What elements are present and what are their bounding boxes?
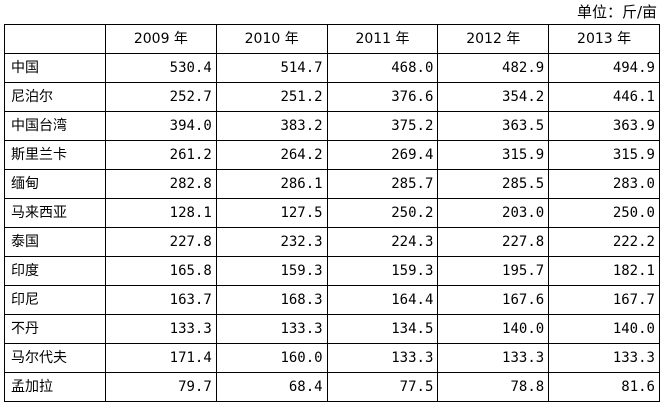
table-row: 尼泊尔 252.7 251.2 376.6 354.2 446.1 xyxy=(4,82,660,112)
table-cell: 394.0 xyxy=(105,111,217,141)
table-cell: 159.3 xyxy=(326,256,439,286)
table-cell: 286.1 xyxy=(215,169,328,199)
table-cell: 160.0 xyxy=(215,343,328,373)
table-cell: 159.3 xyxy=(215,256,328,286)
corner-cell xyxy=(4,24,106,54)
table-row: 缅甸 282.8 286.1 285.7 285.5 283.0 xyxy=(4,169,660,199)
table-cell: 261.2 xyxy=(105,140,217,170)
table-cell: 354.2 xyxy=(437,82,550,112)
table-cell: 250.2 xyxy=(326,198,439,228)
table-cell: 133.3 xyxy=(105,314,217,344)
table-cell: 133.3 xyxy=(548,343,660,373)
row-label: 印度 xyxy=(4,256,106,286)
table-cell: 315.9 xyxy=(548,140,660,170)
row-label: 斯里兰卡 xyxy=(4,140,106,170)
table-cell: 81.6 xyxy=(548,372,660,402)
table-cell: 251.2 xyxy=(215,82,328,112)
table-cell: 165.8 xyxy=(105,256,217,286)
table-row: 印度 165.8 159.3 159.3 195.7 182.1 xyxy=(4,256,660,286)
table-cell: 285.7 xyxy=(326,169,439,199)
table-cell: 164.4 xyxy=(326,285,439,315)
table-cell: 285.5 xyxy=(437,169,550,199)
table-cell: 446.1 xyxy=(548,82,660,112)
column-header: 2012 年 xyxy=(437,24,550,54)
table-row: 印尼 163.7 168.3 164.4 167.6 167.7 xyxy=(4,285,660,315)
table-cell: 530.4 xyxy=(105,53,217,83)
table-cell: 171.4 xyxy=(105,343,217,373)
row-label: 尼泊尔 xyxy=(4,82,106,112)
column-header: 2011 年 xyxy=(326,24,439,54)
table-cell: 163.7 xyxy=(105,285,217,315)
table-cell: 224.3 xyxy=(326,227,439,257)
table-cell: 134.5 xyxy=(326,314,439,344)
row-label: 马来西亚 xyxy=(4,198,106,228)
header-row: 2009 年 2010 年 2011 年 2012 年 2013 年 xyxy=(4,24,660,54)
table-cell: 77.5 xyxy=(326,372,439,402)
row-label: 孟加拉 xyxy=(4,372,106,402)
table-cell: 222.2 xyxy=(548,227,660,257)
table-cell: 514.7 xyxy=(215,53,328,83)
table-cell: 363.9 xyxy=(548,111,660,141)
table-cell: 468.0 xyxy=(326,53,439,83)
table-cell: 195.7 xyxy=(437,256,550,286)
table-cell: 133.3 xyxy=(326,343,439,373)
table-cell: 482.9 xyxy=(437,53,550,83)
table-row: 斯里兰卡 261.2 264.2 269.4 315.9 315.9 xyxy=(4,140,660,170)
table-cell: 128.1 xyxy=(105,198,217,228)
row-label: 马尔代夫 xyxy=(4,343,106,373)
table-row: 不丹 133.3 133.3 134.5 140.0 140.0 xyxy=(4,314,660,344)
table-cell: 250.0 xyxy=(548,198,660,228)
table-cell: 133.3 xyxy=(437,343,550,373)
table-row: 马来西亚 128.1 127.5 250.2 203.0 250.0 xyxy=(4,198,660,228)
table-cell: 227.8 xyxy=(105,227,217,257)
table-cell: 232.3 xyxy=(215,227,328,257)
unit-label: 单位：斤/亩 xyxy=(576,3,657,21)
table-cell: 78.8 xyxy=(437,372,550,402)
table-cell: 167.6 xyxy=(437,285,550,315)
table-cell: 315.9 xyxy=(437,140,550,170)
column-header: 2010 年 xyxy=(215,24,328,54)
row-label: 中国 xyxy=(4,53,106,83)
table-row: 泰国 227.8 232.3 224.3 227.8 222.2 xyxy=(4,227,660,257)
table-cell: 264.2 xyxy=(215,140,328,170)
table-row: 中国台湾 394.0 383.2 375.2 363.5 363.9 xyxy=(4,111,660,141)
table-cell: 383.2 xyxy=(215,111,328,141)
table-cell: 363.5 xyxy=(437,111,550,141)
table-cell: 283.0 xyxy=(548,169,660,199)
table-cell: 79.7 xyxy=(105,372,217,402)
table-cell: 140.0 xyxy=(437,314,550,344)
table-cell: 282.8 xyxy=(105,169,217,199)
table-cell: 167.7 xyxy=(548,285,660,315)
row-label: 中国台湾 xyxy=(4,111,106,141)
column-header: 2013 年 xyxy=(548,24,660,54)
table-cell: 252.7 xyxy=(105,82,217,112)
row-label: 缅甸 xyxy=(4,169,106,199)
table-cell: 133.3 xyxy=(215,314,328,344)
table-cell: 375.2 xyxy=(326,111,439,141)
row-label: 泰国 xyxy=(4,227,106,257)
table-cell: 494.9 xyxy=(548,53,660,83)
table-row: 孟加拉 79.7 68.4 77.5 78.8 81.6 xyxy=(4,372,660,402)
table-cell: 227.8 xyxy=(437,227,550,257)
table-row: 中国 530.4 514.7 468.0 482.9 494.9 xyxy=(4,53,660,83)
table-cell: 376.6 xyxy=(326,82,439,112)
column-header: 2009 年 xyxy=(105,24,217,54)
table-cell: 203.0 xyxy=(437,198,550,228)
table-cell: 68.4 xyxy=(215,372,328,402)
table-cell: 140.0 xyxy=(548,314,660,344)
table-cell: 269.4 xyxy=(326,140,439,170)
table-row: 马尔代夫 171.4 160.0 133.3 133.3 133.3 xyxy=(4,343,660,373)
table-cell: 127.5 xyxy=(215,198,328,228)
row-label: 不丹 xyxy=(4,314,106,344)
table-cell: 168.3 xyxy=(215,285,328,315)
table-cell: 182.1 xyxy=(548,256,660,286)
row-label: 印尼 xyxy=(4,285,106,315)
yield-table: 2009 年 2010 年 2011 年 2012 年 2013 年 中国 530… xyxy=(4,24,660,402)
